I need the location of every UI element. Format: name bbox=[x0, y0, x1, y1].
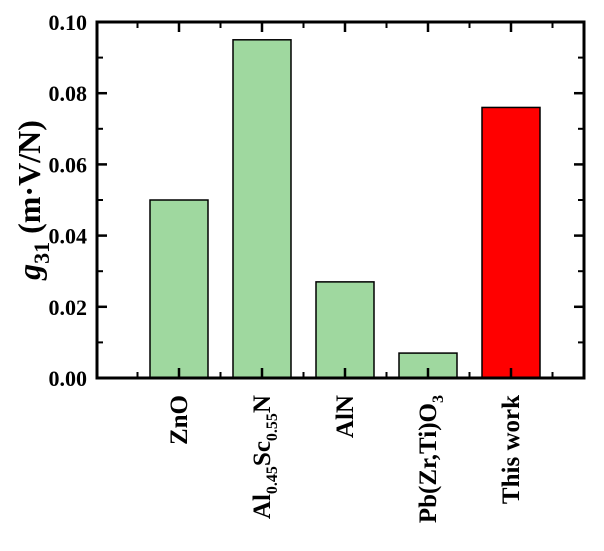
bar bbox=[481, 106, 541, 379]
bar bbox=[232, 39, 292, 379]
bar bbox=[149, 199, 209, 379]
y-axis-title: g31 (m·V/N) bbox=[11, 120, 54, 281]
y-tick-label: 0.02 bbox=[49, 295, 88, 320]
plot-frame bbox=[95, 20, 586, 380]
y-tick-label: 0.10 bbox=[49, 10, 88, 35]
category-label: This work bbox=[498, 395, 525, 504]
category-label: Al0.45Sc0.55N bbox=[249, 395, 281, 519]
y-tick-label: 0.08 bbox=[49, 81, 88, 106]
category-label: Pb(Zr,Ti)O3 bbox=[415, 395, 447, 523]
category-labels: ZnO Al0.45Sc0.55N AlN Pb(Zr,Ti)O3 This work bbox=[166, 395, 525, 523]
y-tick-label: 0.06 bbox=[49, 152, 88, 177]
y-tick-label: 0.00 bbox=[49, 366, 88, 391]
bars bbox=[149, 39, 541, 379]
y-axis-label: g31 (m·V/N) bbox=[11, 120, 54, 281]
category-label: ZnO bbox=[166, 395, 193, 445]
bar bbox=[315, 281, 375, 379]
category-label: AlN bbox=[332, 395, 359, 438]
x-ticks bbox=[136, 22, 554, 378]
y-tick-label: 0.04 bbox=[49, 224, 88, 249]
y-tick-labels: 0.00 0.02 0.04 0.06 0.08 0.10 bbox=[49, 10, 88, 391]
